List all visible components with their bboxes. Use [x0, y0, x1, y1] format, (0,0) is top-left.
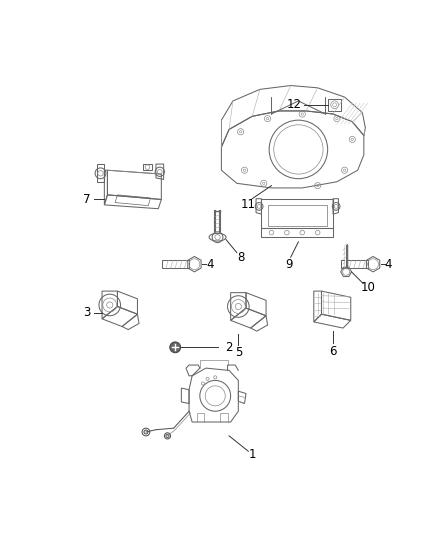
Circle shape	[170, 342, 180, 353]
Text: 1: 1	[248, 448, 256, 461]
Text: 5: 5	[235, 346, 242, 359]
Text: 7: 7	[83, 193, 90, 206]
Text: 3: 3	[83, 306, 90, 319]
Text: 9: 9	[286, 259, 293, 271]
Text: 6: 6	[329, 345, 337, 358]
Text: 10: 10	[360, 281, 375, 294]
Text: 11: 11	[241, 198, 256, 212]
Text: 4: 4	[385, 257, 392, 271]
Text: 12: 12	[287, 98, 302, 111]
Text: 8: 8	[237, 251, 244, 264]
Text: 2: 2	[225, 341, 233, 354]
Text: 4: 4	[206, 257, 214, 271]
